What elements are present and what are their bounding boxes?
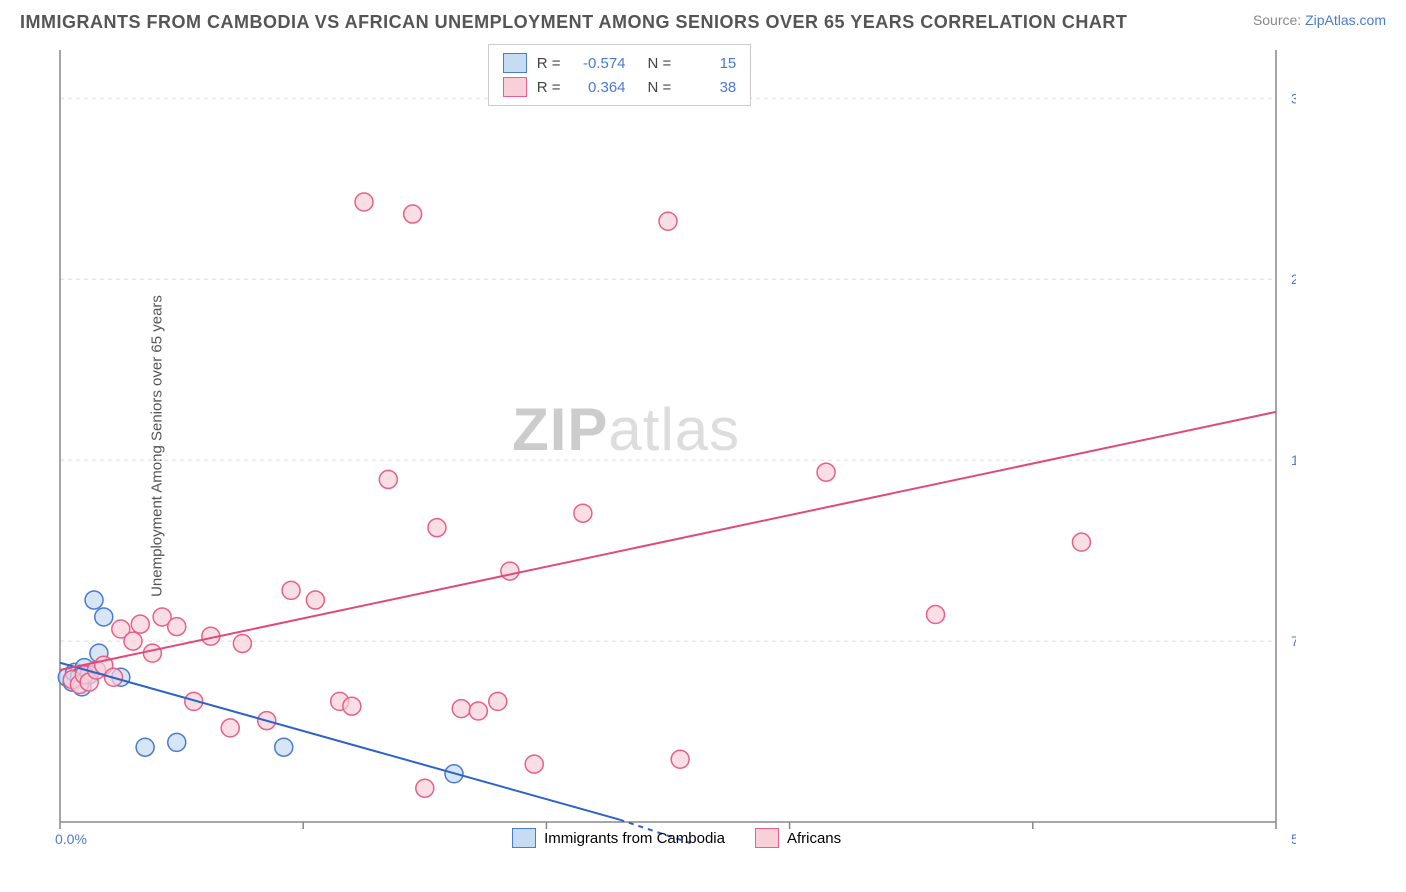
legend-swatch — [512, 828, 536, 848]
n-label: N = — [648, 55, 672, 72]
svg-text:0.0%: 0.0% — [55, 831, 87, 847]
legend-label: Africans — [787, 830, 841, 847]
r-label: R = — [537, 55, 561, 72]
r-value: -0.574 — [571, 55, 626, 72]
legend-swatch — [755, 828, 779, 848]
source-prefix: Source: — [1253, 12, 1305, 28]
stats-legend-row: R = 0.364 N = 38 — [503, 75, 737, 99]
stats-legend: R = -0.574 N = 15 R = 0.364 N = 38 — [488, 44, 752, 106]
series-legend: Immigrants from Cambodia Africans — [512, 828, 841, 848]
svg-text:22.5%: 22.5% — [1291, 271, 1296, 287]
svg-text:15.0%: 15.0% — [1291, 452, 1296, 468]
source-link[interactable]: ZipAtlas.com — [1305, 12, 1386, 28]
legend-swatch — [503, 53, 527, 73]
chart-title: IMMIGRANTS FROM CAMBODIA VS AFRICAN UNEM… — [20, 12, 1127, 33]
legend-item: Africans — [755, 828, 841, 848]
svg-text:7.5%: 7.5% — [1291, 633, 1296, 649]
svg-text:30.0%: 30.0% — [1291, 90, 1296, 106]
stats-legend-row: R = -0.574 N = 15 — [503, 51, 737, 75]
r-label: R = — [537, 79, 561, 96]
chart-area: 7.5%15.0%22.5%30.0%0.0%50.0% ZIPatlas R … — [50, 40, 1296, 852]
source-attribution: Source: ZipAtlas.com — [1253, 12, 1386, 28]
legend-swatch — [503, 77, 527, 97]
n-label: N = — [648, 79, 672, 96]
svg-text:50.0%: 50.0% — [1291, 831, 1296, 847]
scatter-chart: 7.5% 15.0% 22.5% 30.0% 0.0% 50.0% — [50, 40, 1296, 852]
n-value: 15 — [681, 55, 736, 72]
legend-item: Immigrants from Cambodia — [512, 828, 725, 848]
n-value: 38 — [681, 79, 736, 96]
legend-label: Immigrants from Cambodia — [544, 830, 725, 847]
r-value: 0.364 — [571, 79, 626, 96]
